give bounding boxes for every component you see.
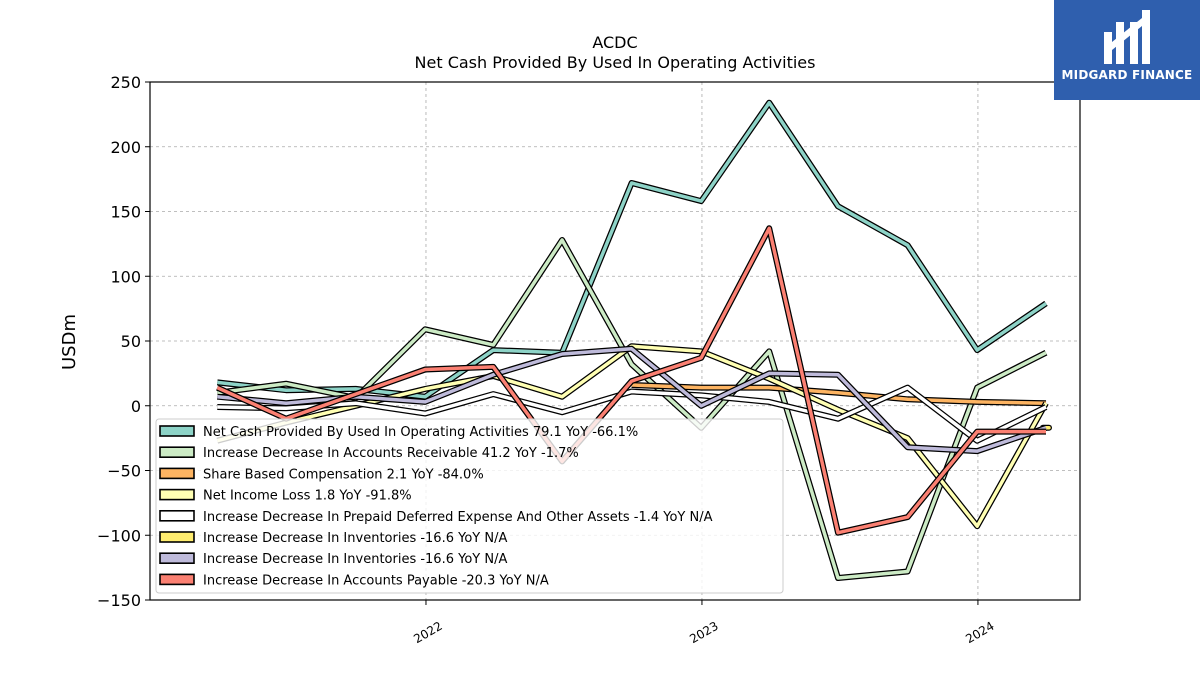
legend-swatch (159, 446, 195, 459)
legend-label: Share Based Compensation 2.1 YoY -84.0% (203, 467, 484, 482)
series-line (631, 382, 1047, 407)
series-line-stroke (217, 100, 1047, 399)
logo-text: MIDGARD FINANCE (1061, 68, 1193, 82)
legend-label: Increase Decrease In Inventories -16.6 Y… (203, 552, 507, 567)
axis-layer: −150 −100 −50 0 50 100 150 200 250 2022 2023 2024 (97, 73, 997, 646)
y-tick-label: 250 (110, 73, 141, 92)
legend-label: Increase Decrease In Accounts Receivable… (203, 446, 579, 461)
y-axis-label: USDm (59, 314, 80, 370)
legend-swatch (159, 573, 195, 586)
legend-label: Increase Decrease In Prepaid Deferred Ex… (203, 510, 713, 525)
x-tick-label: 2023 (687, 619, 720, 646)
legend-label: Net Cash Provided By Used In Operating A… (203, 425, 638, 440)
y-tick-label: 100 (110, 267, 141, 286)
legend-swatch (159, 552, 195, 565)
midgard-finance-logo: MIDGARD FINANCE (1054, 0, 1200, 100)
legend-swatch (159, 467, 195, 480)
legend: Net Cash Provided By Used In Operating A… (155, 418, 784, 594)
chart-title: ACDC (592, 33, 637, 52)
series-line (216, 225, 1046, 536)
series-line-stroke (216, 226, 1046, 535)
y-tick-label: 50 (121, 332, 141, 351)
legend-label: Increase Decrease In Accounts Payable -2… (203, 573, 549, 588)
legend-swatch (159, 425, 195, 437)
y-tick-label: 150 (110, 203, 141, 222)
y-tick-label: 200 (110, 138, 141, 157)
series-line (217, 384, 1048, 444)
y-tick-label: −150 (97, 591, 141, 610)
logo-mark-icon (1104, 10, 1150, 64)
legend-label: Net Income Loss 1.8 YoY -91.8% (203, 489, 412, 504)
y-tick-label: 0 (131, 397, 141, 416)
series-line-stroke (217, 385, 1047, 443)
y-tick-label: −100 (97, 526, 141, 545)
series-line (216, 99, 1048, 400)
legend-swatch (159, 531, 195, 543)
legend-box (155, 418, 784, 594)
legend-swatch (159, 509, 195, 522)
legend-label: Increase Decrease In Inventories -16.6 Y… (203, 531, 507, 546)
x-tick-label: 2022 (411, 619, 444, 646)
series-line-stroke (631, 383, 1047, 405)
series-layer (216, 99, 1052, 581)
y-tick-label: −50 (107, 462, 141, 481)
x-tick-label: 2024 (963, 619, 996, 646)
chart-subtitle: Net Cash Provided By Used In Operating A… (415, 53, 816, 72)
legend-swatch (159, 488, 195, 501)
